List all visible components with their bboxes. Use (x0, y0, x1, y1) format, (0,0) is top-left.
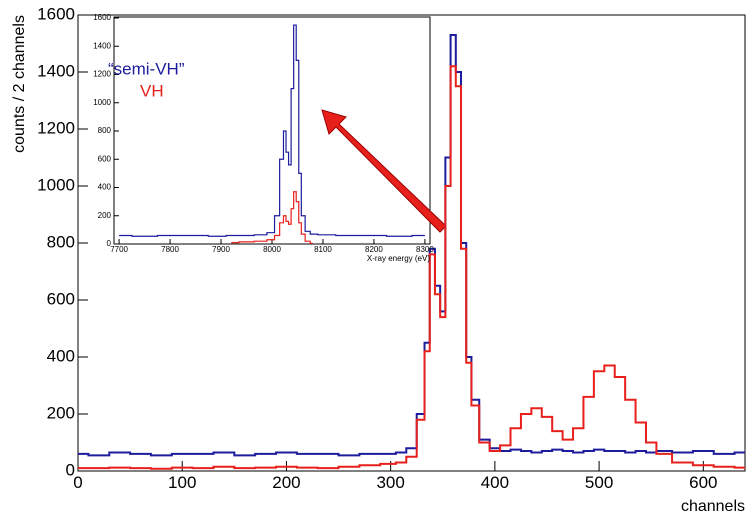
x-tick-label: 300 (376, 473, 404, 492)
y-tick-label: 200 (47, 403, 75, 422)
y-tick-label: 1600 (93, 13, 111, 22)
y-tick-label: 800 (47, 232, 75, 251)
inset-frame (113, 16, 431, 245)
x-tick-label: 8200 (365, 245, 383, 254)
series-line (231, 191, 313, 244)
x-tick-label: 0 (73, 473, 82, 492)
y-tick-label: 800 (98, 126, 112, 135)
y-tick-label: 1000 (37, 175, 75, 194)
y-tick-label: 1400 (93, 41, 111, 50)
series-line (119, 24, 425, 237)
x-tick-label: 600 (689, 473, 717, 492)
y-tick-label: 200 (98, 211, 112, 220)
y-tick-label: 1600 (37, 4, 75, 23)
x-tick-label: 8000 (263, 245, 281, 254)
y-tick-label: 0 (66, 460, 75, 479)
y-tick-label: 0 (107, 239, 112, 248)
x-tick-label: 8300 (416, 245, 434, 254)
arrow (321, 109, 447, 233)
x-tick-label: 100 (168, 473, 196, 492)
y-tick-label: 1200 (37, 118, 75, 137)
legend-label: VH (140, 81, 164, 100)
x-axis-label: X-ray energy (eV) (367, 254, 430, 263)
y-tick-label: 400 (98, 183, 112, 192)
x-tick-label: 400 (481, 473, 509, 492)
x-tick-label: 200 (272, 473, 300, 492)
y-tick-label: 1000 (93, 98, 111, 107)
x-tick-label: 8100 (314, 245, 332, 254)
y-tick-label: 400 (47, 346, 75, 365)
series-line (78, 65, 745, 470)
x-axis-label: channels (681, 498, 745, 515)
y-tick-label: 600 (47, 289, 75, 308)
x-tick-label: 7800 (161, 245, 179, 254)
y-tick-label: 1400 (37, 61, 75, 80)
y-axis-label: counts / 2 channels (11, 15, 28, 153)
x-tick-label: 500 (585, 473, 613, 492)
legend-label: “semi-VH” (108, 59, 185, 78)
x-tick-label: 7700 (110, 245, 128, 254)
y-tick-label: 600 (98, 154, 112, 163)
y-tick-label: 1200 (93, 70, 111, 79)
x-tick-label: 7900 (212, 245, 230, 254)
